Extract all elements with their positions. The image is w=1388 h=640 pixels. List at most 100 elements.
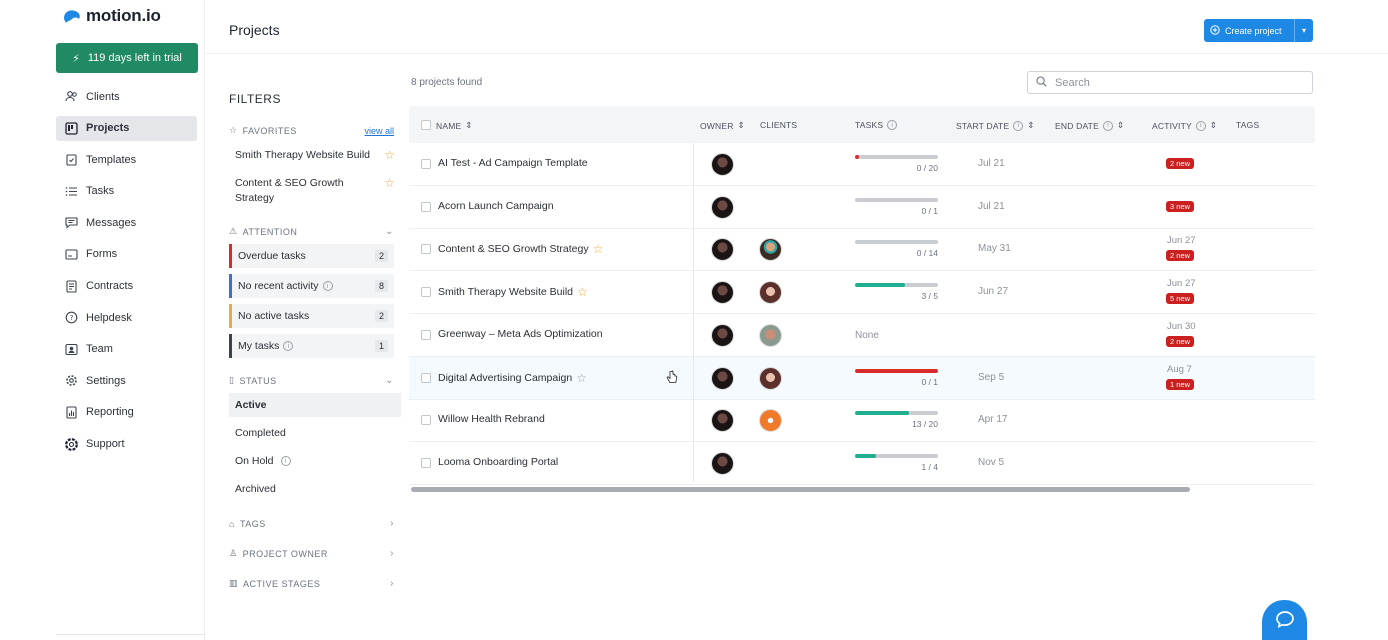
column-start-date[interactable]: START DATE i ⇕ [956,120,1035,131]
tags-filter-header[interactable]: ⌂ TAGS › [229,518,394,529]
owner-avatar[interactable] [711,195,734,219]
checkbox[interactable] [421,372,431,383]
activity-badge[interactable]: 5 new [1166,293,1195,305]
activity-badge[interactable]: 1 new [1166,378,1195,390]
chevron-right-icon[interactable]: › [390,518,394,529]
star-outline-icon[interactable]: ☆ [576,370,587,385]
row-checkbox[interactable] [421,372,431,383]
chevron-down-icon[interactable]: ⌄ [385,375,394,386]
sidebar-item-support[interactable]: Support [56,432,197,457]
status-item-archived[interactable]: Archived [229,477,401,501]
activity-badge[interactable]: 2 new [1166,250,1195,262]
column-owner[interactable]: OWNER ⇕ [700,120,745,131]
chevron-right-icon[interactable]: › [390,548,394,559]
client-avatar[interactable] [759,323,782,347]
info-icon[interactable]: i [887,120,898,130]
sidebar-item-reporting[interactable]: Reporting [56,400,197,425]
owner-avatar[interactable] [711,451,734,475]
info-icon[interactable]: i [322,281,333,291]
help-chat-button[interactable] [1262,600,1307,640]
owner-filter-header[interactable]: ♙ PROJECT OWNER › [229,548,394,559]
create-project-button[interactable]: Create project ▾ [1204,19,1313,42]
logo[interactable]: motion.io [62,6,161,26]
row-checkbox[interactable] [421,415,431,426]
star-outline-icon[interactable]: ☆ [592,242,604,257]
status-item-on-hold[interactable]: On Hold i [229,449,401,473]
activity-badge[interactable]: 2 new [1166,158,1195,169]
project-name[interactable]: Willow Health Rebrand [438,413,545,425]
checkbox[interactable] [421,201,431,212]
sidebar-item-contracts[interactable]: Contracts [56,274,197,299]
status-header[interactable]: ▯ STATUS ⌄ [229,375,394,386]
row-checkbox[interactable] [421,201,431,212]
sidebar-item-forms[interactable]: Forms [56,242,197,267]
client-avatar[interactable] [759,281,782,305]
table-row[interactable]: AI Test - Ad Campaign Template 0 / 20 Jul … [409,143,1315,186]
project-name[interactable]: Greenway – Meta Ads Optimization [438,328,603,340]
attention-item-overdue[interactable]: Overdue tasks 2 [229,244,394,268]
owner-avatar[interactable] [711,409,734,433]
row-checkbox[interactable] [421,457,431,468]
checkbox[interactable] [421,415,431,426]
client-avatar[interactable] [759,366,782,390]
attention-header[interactable]: ⚠ ATTENTION ⌄ [229,226,394,237]
chevron-right-icon[interactable]: › [390,578,394,589]
column-name[interactable]: NAME ⇕ [436,120,473,131]
project-name[interactable]: Looma Onboarding Portal [438,456,558,468]
select-all-checkbox[interactable] [421,120,431,130]
checkbox[interactable] [421,457,431,468]
table-row[interactable]: Greenway – Meta Ads Optimization None Jun … [409,314,1315,357]
table-row[interactable]: Acorn Launch Campaign 0 / 1 Jul 21 3 new [409,186,1315,229]
chevron-down-icon[interactable]: ▾ [1301,26,1306,35]
create-project-main[interactable]: Create project [1204,19,1294,42]
sidebar-item-team[interactable]: Team [56,337,197,362]
owner-avatar[interactable] [711,153,734,176]
checkbox[interactable] [421,159,431,169]
table-row[interactable]: Digital Advertising Campaign ☆ 0 / 1 Sep 5 A… [409,356,1315,400]
star-outline-icon[interactable]: ☆ [384,148,395,162]
row-checkbox[interactable] [421,329,431,340]
info-icon[interactable]: i [1195,120,1206,131]
checkbox[interactable] [421,244,431,255]
search-input[interactable]: Search [1027,71,1313,94]
status-item-active[interactable]: Active [229,393,401,417]
checkbox[interactable] [421,329,431,340]
owner-avatar[interactable] [711,366,734,390]
table-row[interactable]: Looma Onboarding Portal 1 / 4 Nov 5 [409,442,1315,485]
client-avatar[interactable] [759,238,782,262]
project-name[interactable]: Acorn Launch Campaign [438,200,554,212]
client-avatar[interactable] [759,409,782,433]
table-row[interactable]: Smith Therapy Website Build ☆ 3 / 5 Jun 27 J… [409,271,1315,315]
attention-item-no-recent-activity[interactable]: No recent activity i 8 [229,274,394,298]
attention-item-no-active-tasks[interactable]: No active tasks 2 [229,304,394,328]
info-icon[interactable]: i [280,456,291,466]
row-checkbox[interactable] [421,159,431,169]
row-checkbox[interactable] [421,244,431,255]
stages-filter-header[interactable]: ▥ ACTIVE STAGES › [229,578,394,589]
checkbox[interactable] [421,120,431,130]
star-outline-icon[interactable]: ☆ [577,285,588,300]
project-name[interactable]: AI Test - Ad Campaign Template [438,157,588,169]
status-item-completed[interactable]: Completed [229,421,401,445]
info-icon[interactable]: i [1013,120,1024,131]
view-all-link[interactable]: view all [364,125,394,136]
chevron-down-icon[interactable]: ⌄ [385,226,394,237]
trial-button[interactable]: ⚡ 119 days left in trial [56,43,198,73]
horizontal-scrollbar[interactable] [409,484,1315,493]
sidebar-item-clients[interactable]: Clients [56,84,197,109]
sidebar-item-settings[interactable]: Settings [56,368,197,393]
sidebar-item-tasks[interactable]: Tasks [56,179,197,204]
project-name[interactable]: Content & SEO Growth Strategy ☆ [438,242,603,256]
table-row[interactable]: Willow Health Rebrand 13 / 20 Apr 17 [409,399,1315,443]
sidebar-item-messages[interactable]: Messages [56,210,197,235]
owner-avatar[interactable] [711,323,734,347]
favorite-item[interactable]: Smith Therapy Website Build ☆ [235,148,395,163]
project-name[interactable]: Smith Therapy Website Build ☆ [438,285,588,299]
project-name[interactable]: Digital Advertising Campaign ☆ [438,371,587,385]
attention-item-my-tasks[interactable]: My tasks i 1 [229,334,394,358]
sidebar-item-templates[interactable]: Templates [56,147,197,172]
owner-avatar[interactable] [711,238,734,262]
checkbox[interactable] [421,287,431,298]
activity-badge[interactable]: 3 new [1166,200,1195,212]
row-checkbox[interactable] [421,287,431,298]
